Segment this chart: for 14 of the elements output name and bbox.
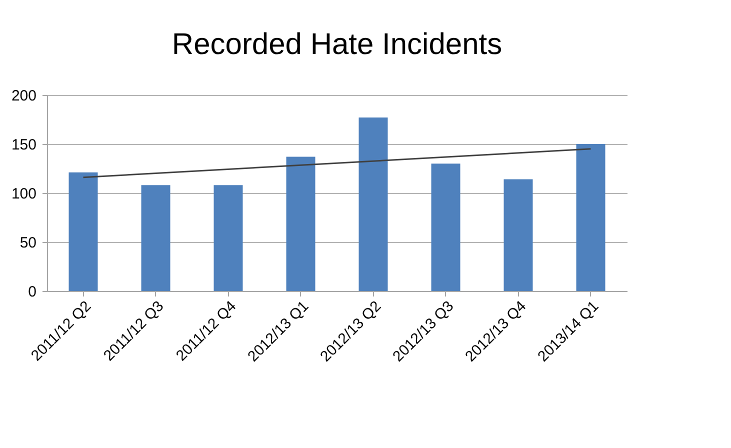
bar [431, 164, 460, 291]
y-tick-label: 50 [20, 234, 36, 252]
y-tick-label: 200 [11, 88, 36, 104]
bar [141, 185, 170, 291]
bar [504, 179, 533, 291]
y-tick-label: 150 [11, 136, 36, 154]
bar [68, 172, 98, 291]
bar [358, 118, 388, 291]
y-tick-label: 100 [11, 186, 36, 202]
bar [214, 185, 243, 291]
y-tick-label: 0 [28, 284, 36, 300]
chart-title: Recorded Hate Incidents [172, 28, 502, 61]
bar [576, 144, 606, 291]
bar [286, 156, 316, 291]
